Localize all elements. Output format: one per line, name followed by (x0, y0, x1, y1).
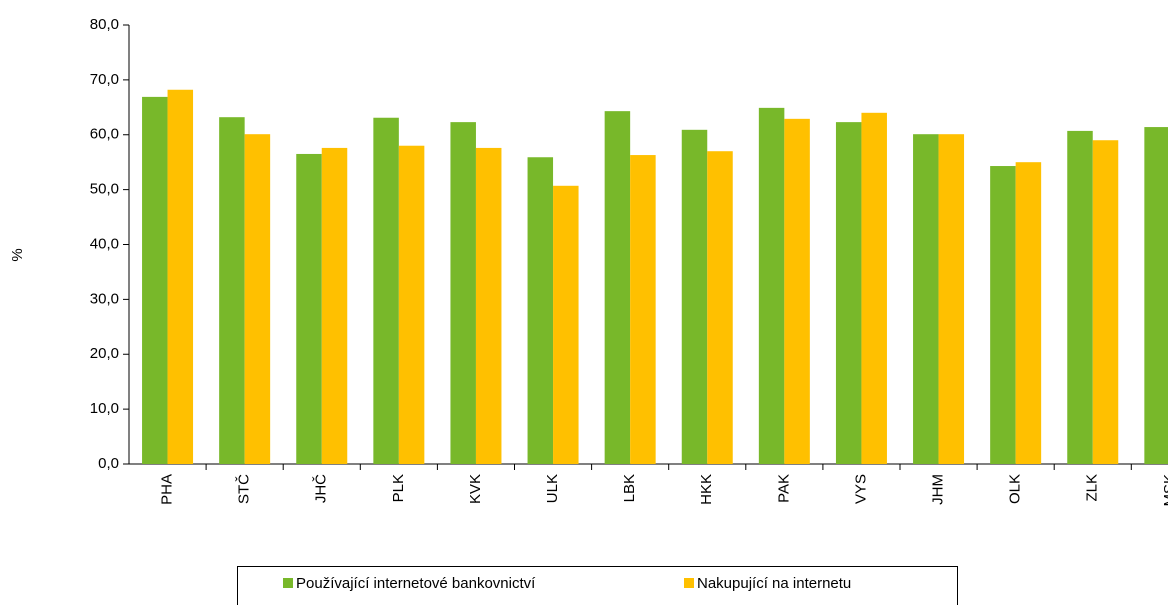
bar (398, 145, 425, 464)
y-tick-label: 60,0 (90, 126, 119, 143)
y-tick-label: 80,0 (90, 16, 119, 33)
bar (913, 134, 939, 465)
legend-swatch (684, 578, 694, 588)
bar (244, 134, 271, 465)
bar (784, 118, 810, 465)
y-tick-label: 10,0 (90, 400, 119, 417)
legend-box (237, 566, 958, 605)
x-tick-label: OLK (1007, 474, 1024, 504)
x-tick-label: STČ (236, 474, 253, 504)
x-tick-label: PLK (390, 474, 407, 502)
x-tick-label: PAK (775, 474, 792, 503)
bar (142, 96, 168, 464)
bar (219, 117, 245, 464)
bar (630, 155, 656, 464)
bar (707, 151, 733, 464)
y-axis-label: % (9, 248, 26, 261)
legend-label: Nakupující na internetu (697, 575, 851, 592)
bar (1015, 162, 1042, 464)
bar (1092, 140, 1119, 465)
bar (475, 147, 502, 465)
bar (758, 107, 785, 464)
y-tick-label: 50,0 (90, 181, 119, 198)
x-tick-label: PHA (159, 474, 176, 505)
x-tick-label: JHM (930, 474, 947, 505)
y-tick-label: 0,0 (98, 455, 119, 472)
x-tick-label: VYS (852, 474, 869, 504)
bar (296, 153, 322, 465)
y-tick-label: 70,0 (90, 71, 119, 88)
legend-swatch (283, 578, 293, 588)
bar (835, 122, 862, 464)
bar (861, 112, 887, 465)
x-tick-label: JHČ (313, 474, 330, 503)
bar (681, 129, 708, 464)
y-tick-label: 30,0 (90, 290, 119, 307)
bar (527, 157, 554, 464)
bar (167, 89, 194, 464)
bar (990, 166, 1016, 464)
y-tick-label: 20,0 (90, 345, 119, 362)
bar (553, 185, 579, 464)
bar (450, 122, 476, 464)
bar (1067, 130, 1093, 464)
x-tick-label: ULK (544, 474, 561, 503)
x-tick-label: ZLK (1084, 474, 1101, 502)
legend-label: Používající internetové bankovnictví (296, 575, 536, 592)
y-tick-label: 40,0 (90, 235, 119, 252)
bar (938, 134, 965, 465)
bar (321, 147, 348, 465)
bar (604, 111, 631, 464)
x-tick-label: MSK (1161, 474, 1168, 507)
x-tick-label: KVK (467, 474, 484, 504)
bar (373, 117, 399, 465)
bar (1144, 127, 1168, 464)
x-tick-label: HKK (698, 474, 715, 505)
x-tick-label: LBK (621, 474, 638, 502)
